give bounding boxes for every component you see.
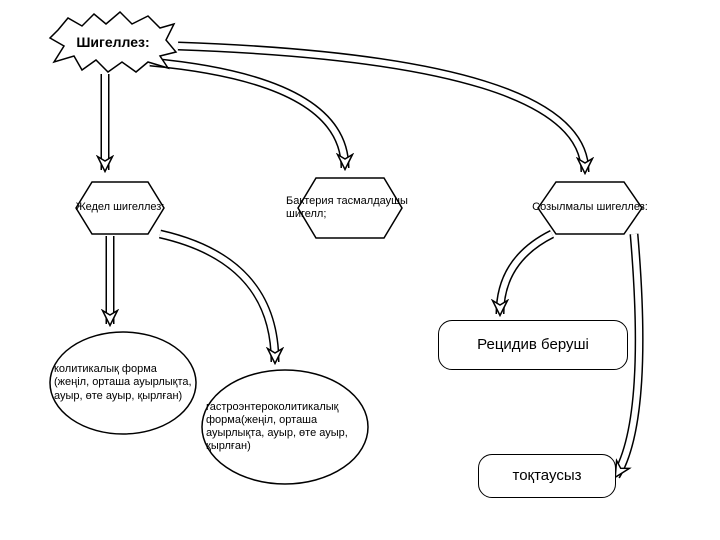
- acute-node: Жедел шигеллез:: [60, 180, 180, 236]
- gastro-label: гастроэнтероколитикалық форма(жеңіл, орт…: [200, 368, 370, 486]
- chronic-node: Созылмалы шигеллез:: [520, 180, 660, 236]
- continuous-label: тоқтаусыз: [507, 463, 588, 489]
- acute-label: Жедел шигеллез:: [60, 180, 180, 236]
- colitic-label: колитикалық форма (жеңіл, орташа ауырлық…: [48, 330, 198, 436]
- continuous-node: тоқтаусыз: [478, 454, 616, 498]
- root-label: Шигеллез:: [48, 10, 178, 74]
- recidive-node: Рецидив беруші: [438, 320, 628, 370]
- bacteria-node: Бактерия тасмалдаушы шигелл;: [280, 176, 420, 240]
- gastro-node: гастроэнтероколитикалық форма(жеңіл, орт…: [200, 368, 370, 486]
- bacteria-label: Бактерия тасмалдаушы шигелл;: [280, 176, 420, 240]
- recidive-label: Рецидив беруші: [471, 332, 595, 358]
- root-node-shigellez: Шигеллез:: [48, 10, 178, 74]
- chronic-label: Созылмалы шигеллез:: [520, 180, 660, 236]
- colitic-node: колитикалық форма (жеңіл, орташа ауырлық…: [48, 330, 198, 436]
